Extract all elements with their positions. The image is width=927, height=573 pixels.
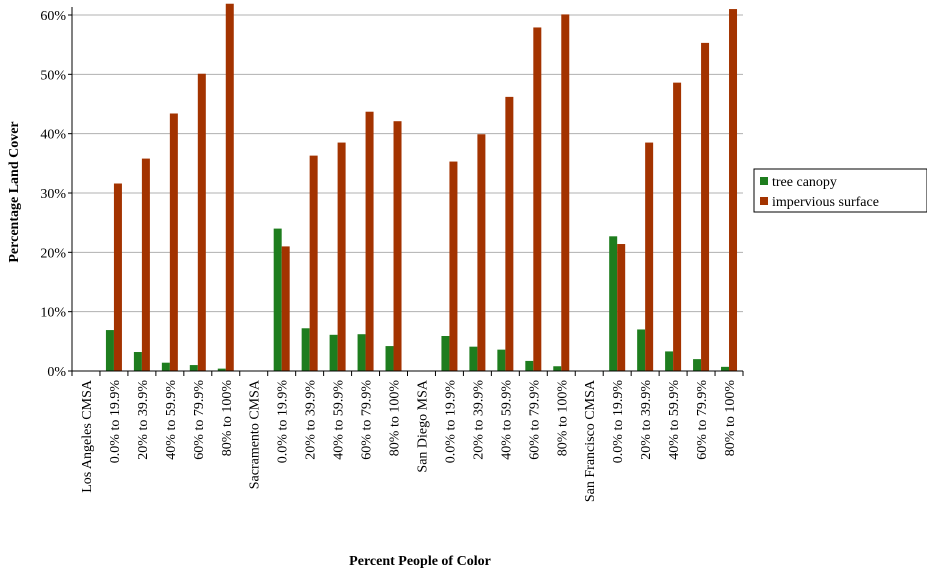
category-label: 0.0% to 19.9% bbox=[611, 380, 626, 464]
category-label: 40% to 59.9% bbox=[667, 380, 682, 460]
category-label: 60% to 79.9% bbox=[192, 380, 207, 460]
bar-impervious-surface-4 bbox=[197, 73, 206, 372]
y-tick-label: 0% bbox=[47, 365, 66, 380]
y-tick-label: 50% bbox=[40, 68, 66, 83]
category-label: 20% to 39.9% bbox=[136, 380, 151, 460]
bar-impervious-surface-13 bbox=[449, 161, 458, 371]
y-tick-label: 30% bbox=[40, 187, 66, 202]
legend: tree canopy impervious surface bbox=[753, 168, 927, 213]
category-label: 60% to 79.9% bbox=[527, 380, 542, 460]
bar-impervious-surface-15 bbox=[505, 96, 514, 371]
bar-tree-canopy-17 bbox=[553, 366, 562, 371]
legend-box bbox=[753, 168, 927, 213]
bar-tree-canopy-8 bbox=[301, 328, 310, 371]
category-label: San Diego MSA bbox=[415, 379, 430, 472]
category-label: 80% to 100% bbox=[723, 380, 738, 457]
y-axis-title: Percentage Land Cover bbox=[7, 121, 22, 262]
category-label: 40% to 59.9% bbox=[332, 380, 347, 460]
legend-label-impervious-surface: impervious surface bbox=[772, 195, 879, 210]
category-label: 0.0% to 19.9% bbox=[276, 380, 291, 464]
bar-tree-canopy-9 bbox=[329, 334, 338, 371]
category-label: 40% to 59.9% bbox=[499, 380, 514, 460]
bar-impervious-surface-9 bbox=[337, 142, 346, 371]
bar-impervious-surface-10 bbox=[365, 111, 374, 372]
bar-tree-canopy-10 bbox=[357, 334, 366, 371]
y-tick-label: 40% bbox=[40, 128, 66, 143]
bar-impervious-surface-17 bbox=[561, 14, 570, 371]
axes bbox=[68, 7, 744, 376]
gridlines bbox=[72, 14, 743, 313]
category-label: 0.0% to 19.9% bbox=[108, 380, 123, 464]
category-labels: Los Angeles CMSA 0.0% to 19.9% 20% to 39.9… bbox=[80, 379, 738, 502]
bar-tree-canopy-11 bbox=[385, 346, 394, 371]
legend-swatch-tree-canopy bbox=[760, 177, 768, 185]
category-label: San Francisco CMSA bbox=[583, 379, 598, 502]
category-label: 40% to 59.9% bbox=[164, 380, 179, 460]
bar-impervious-surface-5 bbox=[225, 3, 234, 372]
bar-impervious-surface-22 bbox=[701, 42, 710, 372]
bar-tree-canopy-1 bbox=[105, 330, 114, 371]
category-label: 80% to 100% bbox=[220, 380, 235, 457]
bar-impervious-surface-20 bbox=[645, 142, 654, 371]
bar-impervious-surface-8 bbox=[309, 155, 318, 371]
category-label: Los Angeles CMSA bbox=[80, 379, 95, 493]
bar-impervious-surface-23 bbox=[729, 9, 738, 371]
bar-tree-canopy-2 bbox=[133, 352, 142, 371]
category-label: 60% to 79.9% bbox=[695, 380, 710, 460]
category-label: 80% to 100% bbox=[555, 380, 570, 457]
legend-swatch-impervious-surface bbox=[760, 197, 768, 205]
bar-tree-canopy-22 bbox=[693, 359, 702, 371]
category-label: 60% to 79.9% bbox=[360, 380, 375, 460]
bars bbox=[105, 3, 738, 372]
bar-impervious-surface-19 bbox=[617, 244, 626, 371]
bar-impervious-surface-3 bbox=[169, 113, 178, 371]
category-label: Sacramento CMSA bbox=[248, 379, 263, 489]
category-label: 20% to 39.9% bbox=[304, 380, 319, 460]
bar-impervious-surface-21 bbox=[673, 82, 682, 371]
bar-tree-canopy-19 bbox=[609, 236, 618, 371]
y-tick-label: 60% bbox=[40, 9, 66, 24]
bar-impervious-surface-11 bbox=[393, 121, 402, 371]
bar-tree-canopy-21 bbox=[665, 351, 674, 371]
bar-tree-canopy-14 bbox=[469, 346, 478, 371]
bar-tree-canopy-3 bbox=[161, 362, 170, 371]
bar-impervious-surface-7 bbox=[281, 246, 290, 371]
bar-tree-canopy-5 bbox=[217, 368, 226, 371]
y-tick-label: 20% bbox=[40, 246, 66, 261]
bar-tree-canopy-20 bbox=[637, 329, 646, 371]
y-tick-label: 10% bbox=[40, 306, 66, 321]
x-axis-title: Percent People of Color bbox=[349, 554, 491, 569]
bar-impervious-surface-16 bbox=[533, 27, 542, 372]
legend-label-tree-canopy: tree canopy bbox=[772, 175, 837, 190]
y-tick-labels: 0% 10% 20% 30% 40% 50% 60% bbox=[40, 9, 66, 380]
bar-impervious-surface-14 bbox=[477, 134, 486, 371]
bar-impervious-surface-2 bbox=[141, 158, 150, 371]
category-label: 20% to 39.9% bbox=[471, 380, 486, 460]
bar-tree-canopy-23 bbox=[721, 366, 730, 371]
category-label: 80% to 100% bbox=[388, 380, 403, 457]
category-label: 0.0% to 19.9% bbox=[443, 380, 458, 464]
bar-tree-canopy-13 bbox=[441, 335, 450, 371]
bar-impervious-surface-1 bbox=[113, 183, 122, 371]
bar-tree-canopy-7 bbox=[273, 228, 282, 371]
bar-tree-canopy-16 bbox=[525, 360, 534, 371]
category-label: 20% to 39.9% bbox=[639, 380, 654, 460]
bar-tree-canopy-4 bbox=[189, 365, 198, 371]
bar-tree-canopy-15 bbox=[497, 349, 506, 371]
